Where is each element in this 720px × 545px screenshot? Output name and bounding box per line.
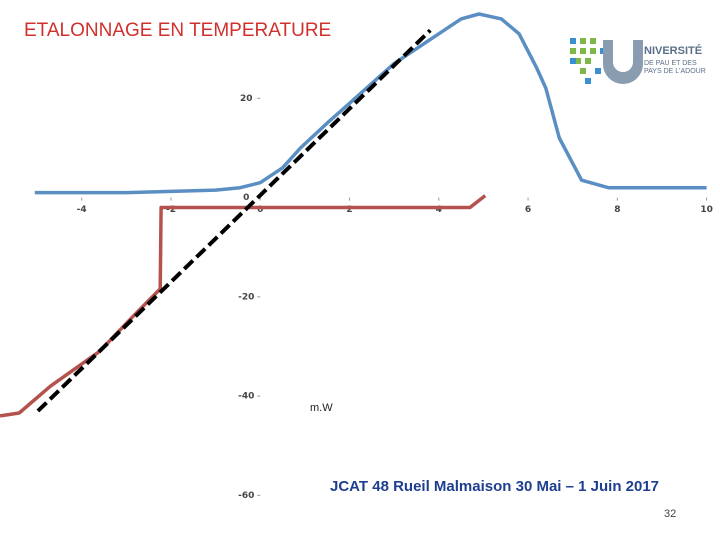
x-tick-label: 6 xyxy=(525,205,531,215)
y-tick-label: -60 xyxy=(238,491,254,501)
logo-u xyxy=(603,40,643,84)
logo-text: NIVERSITÉ xyxy=(644,44,702,57)
footer: JCAT 48 Rueil Malmaison 30 Mai – 1 Juin … xyxy=(330,478,659,495)
y-tick-label: -20 xyxy=(238,292,254,302)
logo-text: DE PAU ET DES xyxy=(644,60,697,67)
series-line xyxy=(0,194,487,418)
logo-text: PAYS DE L'ADOUR xyxy=(644,68,706,75)
x-tick-label: 4 xyxy=(436,205,442,215)
logo: NIVERSITÉ DE PAU ET DES PAYS DE L'ADOUR xyxy=(570,38,706,84)
x-tick-label: 2 xyxy=(346,205,352,215)
logo-dots xyxy=(570,38,596,74)
dashed-fit-line xyxy=(36,28,432,413)
y-tick-label: 20 xyxy=(240,94,253,104)
y-tick-label: 0 xyxy=(243,193,249,203)
slide-title: ETALONNAGE EN TEMPERATURE xyxy=(24,20,331,41)
x-tick-label: -2 xyxy=(166,205,176,215)
unit-annotation: m.W xyxy=(310,402,333,414)
x-tick-label: 0 xyxy=(257,205,263,215)
x-tick-label: 10 xyxy=(700,205,713,215)
y-tick-label: -40 xyxy=(238,392,254,402)
x-tick-label: 8 xyxy=(614,205,620,215)
page-number: 32 xyxy=(664,508,676,520)
x-tick-label: -4 xyxy=(77,205,87,215)
series-line xyxy=(34,12,707,195)
